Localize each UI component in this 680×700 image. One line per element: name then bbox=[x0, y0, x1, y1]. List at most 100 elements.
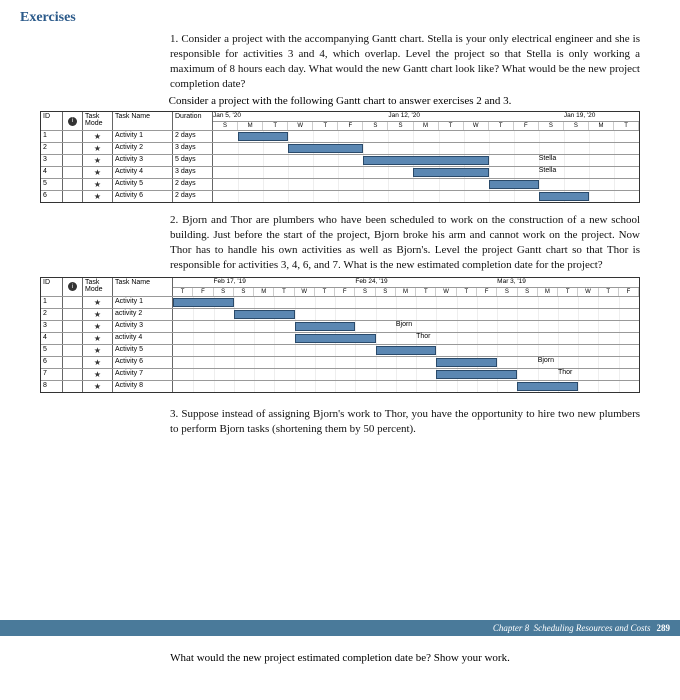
day-cell: S bbox=[539, 122, 564, 130]
day-cell: S bbox=[214, 288, 234, 296]
row-name: Activity 6 bbox=[113, 191, 173, 202]
day-cell: F bbox=[335, 288, 355, 296]
row-info bbox=[63, 345, 83, 356]
gantt-row: 5★Activity 5 bbox=[41, 344, 639, 356]
row-chart: Stella bbox=[213, 155, 639, 166]
day-cell: M bbox=[238, 122, 263, 130]
row-mode-icon: ★ bbox=[83, 321, 113, 332]
gantt-bar bbox=[363, 156, 488, 165]
row-duration: 5 days bbox=[173, 155, 213, 166]
day-cell: F bbox=[193, 288, 213, 296]
row-info bbox=[63, 167, 83, 178]
bottom-question: What would the new project estimated com… bbox=[0, 652, 680, 664]
row-chart bbox=[213, 143, 639, 154]
gantt-bar bbox=[295, 334, 376, 343]
day-cell: W bbox=[288, 122, 313, 130]
bar-label: Stella bbox=[539, 155, 557, 162]
date-label: Jan 5, '20 bbox=[213, 112, 241, 119]
row-name: Activity 5 bbox=[113, 179, 173, 190]
q2-number: 2. bbox=[170, 214, 178, 226]
gantt-row: 8★Activity 8 bbox=[41, 380, 639, 392]
row-name: Activity 8 bbox=[113, 381, 173, 392]
date-label: Jan 19, '20 bbox=[564, 112, 596, 119]
row-info bbox=[63, 309, 83, 320]
row-name: Activity 3 bbox=[113, 155, 173, 166]
row-id: 3 bbox=[41, 155, 63, 166]
day-cell: T bbox=[416, 288, 436, 296]
day-cell: T bbox=[439, 122, 464, 130]
day-cell: M bbox=[589, 122, 614, 130]
row-mode-icon: ★ bbox=[83, 191, 113, 202]
row-duration: 2 days bbox=[173, 179, 213, 190]
row-chart: Stella bbox=[213, 167, 639, 178]
day-cell: T bbox=[614, 122, 639, 130]
row-duration: 2 days bbox=[173, 191, 213, 202]
row-id: 2 bbox=[41, 143, 63, 154]
gantt-bar bbox=[489, 180, 539, 189]
day-cell: W bbox=[464, 122, 489, 130]
day-cell: T bbox=[274, 288, 294, 296]
row-mode-icon: ★ bbox=[83, 357, 113, 368]
row-id: 5 bbox=[41, 179, 63, 190]
day-cell: M bbox=[538, 288, 558, 296]
gantt-row: 6 ★Activity 62 days bbox=[41, 190, 639, 202]
col-name: Task Name bbox=[113, 278, 173, 296]
row-id: 4 bbox=[41, 167, 63, 178]
gantt-bar bbox=[238, 132, 288, 141]
row-name: activity 4 bbox=[113, 333, 173, 344]
col-duration: Duration bbox=[173, 112, 213, 130]
row-mode-icon: ★ bbox=[83, 179, 113, 190]
row-id: 3 bbox=[41, 321, 63, 332]
q3-text: Suppose instead of assigning Bjorn's wor… bbox=[170, 408, 640, 435]
row-id: 6 bbox=[41, 191, 63, 202]
row-name: Activity 2 bbox=[113, 143, 173, 154]
gantt-bar bbox=[295, 322, 356, 331]
row-chart bbox=[213, 131, 639, 142]
row-mode-icon: ★ bbox=[83, 345, 113, 356]
row-info bbox=[63, 191, 83, 202]
day-cell: S bbox=[213, 122, 238, 130]
gantt-bar bbox=[517, 382, 578, 391]
bar-label: Bjorn bbox=[396, 321, 412, 328]
date-label: Feb 17, '19 bbox=[214, 278, 246, 285]
bar-label: Thor bbox=[416, 333, 430, 340]
row-name: Activity 6 bbox=[113, 357, 173, 368]
row-id: 6 bbox=[41, 357, 63, 368]
day-cell: S bbox=[363, 122, 388, 130]
row-mode-icon: ★ bbox=[83, 131, 113, 142]
gantt-chart-2: IDiTask ModeTask NameFeb 17, '19Feb 24, … bbox=[40, 277, 640, 393]
gantt-bar bbox=[288, 144, 363, 153]
day-cell: F bbox=[619, 288, 639, 296]
footer-title: Scheduling Resources and Costs bbox=[534, 623, 651, 633]
gantt-row: 6★Activity 6Bjorn bbox=[41, 356, 639, 368]
gantt-bar bbox=[436, 358, 497, 367]
row-info bbox=[63, 369, 83, 380]
gantt-row: 3★Activity 35 daysStella bbox=[41, 154, 639, 166]
question-3: 3. Suppose instead of assigning Bjorn's … bbox=[170, 407, 640, 437]
row-mode-icon: ★ bbox=[83, 297, 113, 308]
day-cell: W bbox=[436, 288, 456, 296]
row-mode-icon: ★ bbox=[83, 143, 113, 154]
day-cell: S bbox=[388, 122, 413, 130]
day-cell: T bbox=[599, 288, 619, 296]
gantt-row: 5 ★Activity 52 days bbox=[41, 178, 639, 190]
bar-label: Stella bbox=[539, 167, 557, 174]
gantt-bar bbox=[234, 310, 295, 319]
row-chart: Thor bbox=[173, 369, 639, 380]
row-chart: Bjorn bbox=[173, 321, 639, 332]
q1-number: 1. bbox=[170, 33, 178, 45]
question-2: 2. Bjorn and Thor are plumbers who have … bbox=[170, 213, 640, 272]
day-cell: S bbox=[376, 288, 396, 296]
day-cell: M bbox=[396, 288, 416, 296]
row-duration: 3 days bbox=[173, 143, 213, 154]
day-cell: F bbox=[477, 288, 497, 296]
day-cell: T bbox=[315, 288, 335, 296]
row-mode-icon: ★ bbox=[83, 309, 113, 320]
col-mode: Task Mode bbox=[83, 278, 113, 296]
page-footer: Chapter 8 Scheduling Resources and Costs… bbox=[0, 620, 680, 636]
gantt-row: 1★Activity 1 bbox=[41, 296, 639, 308]
gantt-row: 4★activity 4Thor bbox=[41, 332, 639, 344]
row-chart bbox=[173, 381, 639, 392]
row-name: Activity 1 bbox=[113, 297, 173, 308]
row-info bbox=[63, 297, 83, 308]
